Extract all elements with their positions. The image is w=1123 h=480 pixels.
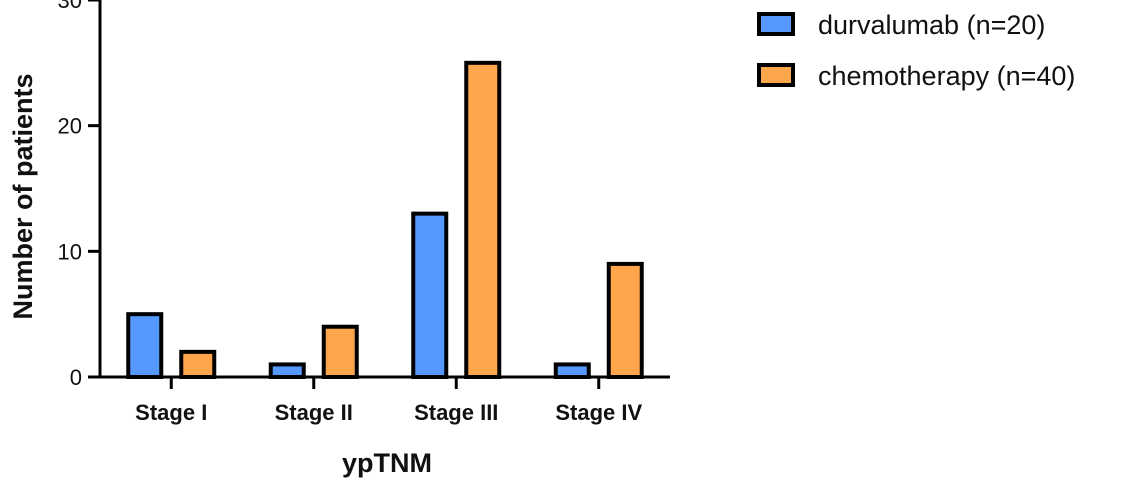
bar-durvalumab-4 — [556, 364, 589, 377]
y-tick-label: 0 — [70, 365, 82, 390]
legend: durvalumab (n=20) chemotherapy (n=40) — [759, 10, 1075, 91]
bars — [128, 63, 642, 377]
legend-label: chemotherapy (n=40) — [818, 61, 1075, 91]
x-tick-label: Stage I — [135, 400, 207, 425]
x-tick-label: Stage III — [414, 400, 498, 425]
y-ticks: 0 10 20 30 — [58, 0, 100, 390]
bar-chemotherapy-2 — [324, 327, 357, 377]
legend-swatch — [759, 65, 793, 85]
bar-durvalumab-1 — [128, 314, 161, 377]
legend-swatch — [759, 14, 793, 34]
x-axis-title: ypTNM — [342, 448, 432, 478]
bar-chemotherapy-3 — [466, 63, 499, 377]
y-axis-title: Number of patients — [8, 73, 38, 319]
bar-chemotherapy-4 — [609, 264, 642, 377]
x-tick-label: Stage II — [275, 400, 353, 425]
x-tick-label: Stage IV — [555, 400, 642, 425]
bar-durvalumab-2 — [271, 364, 304, 377]
bar-chemotherapy-1 — [181, 352, 214, 377]
y-tick-label: 20 — [58, 114, 82, 139]
y-tick-label: 10 — [58, 239, 82, 264]
axes — [99, 0, 671, 379]
x-ticks: Stage I Stage II Stage III Stage IV — [135, 377, 642, 425]
y-tick-label: 30 — [58, 0, 82, 13]
legend-label: durvalumab (n=20) — [818, 10, 1045, 40]
bar-durvalumab-3 — [413, 214, 446, 377]
